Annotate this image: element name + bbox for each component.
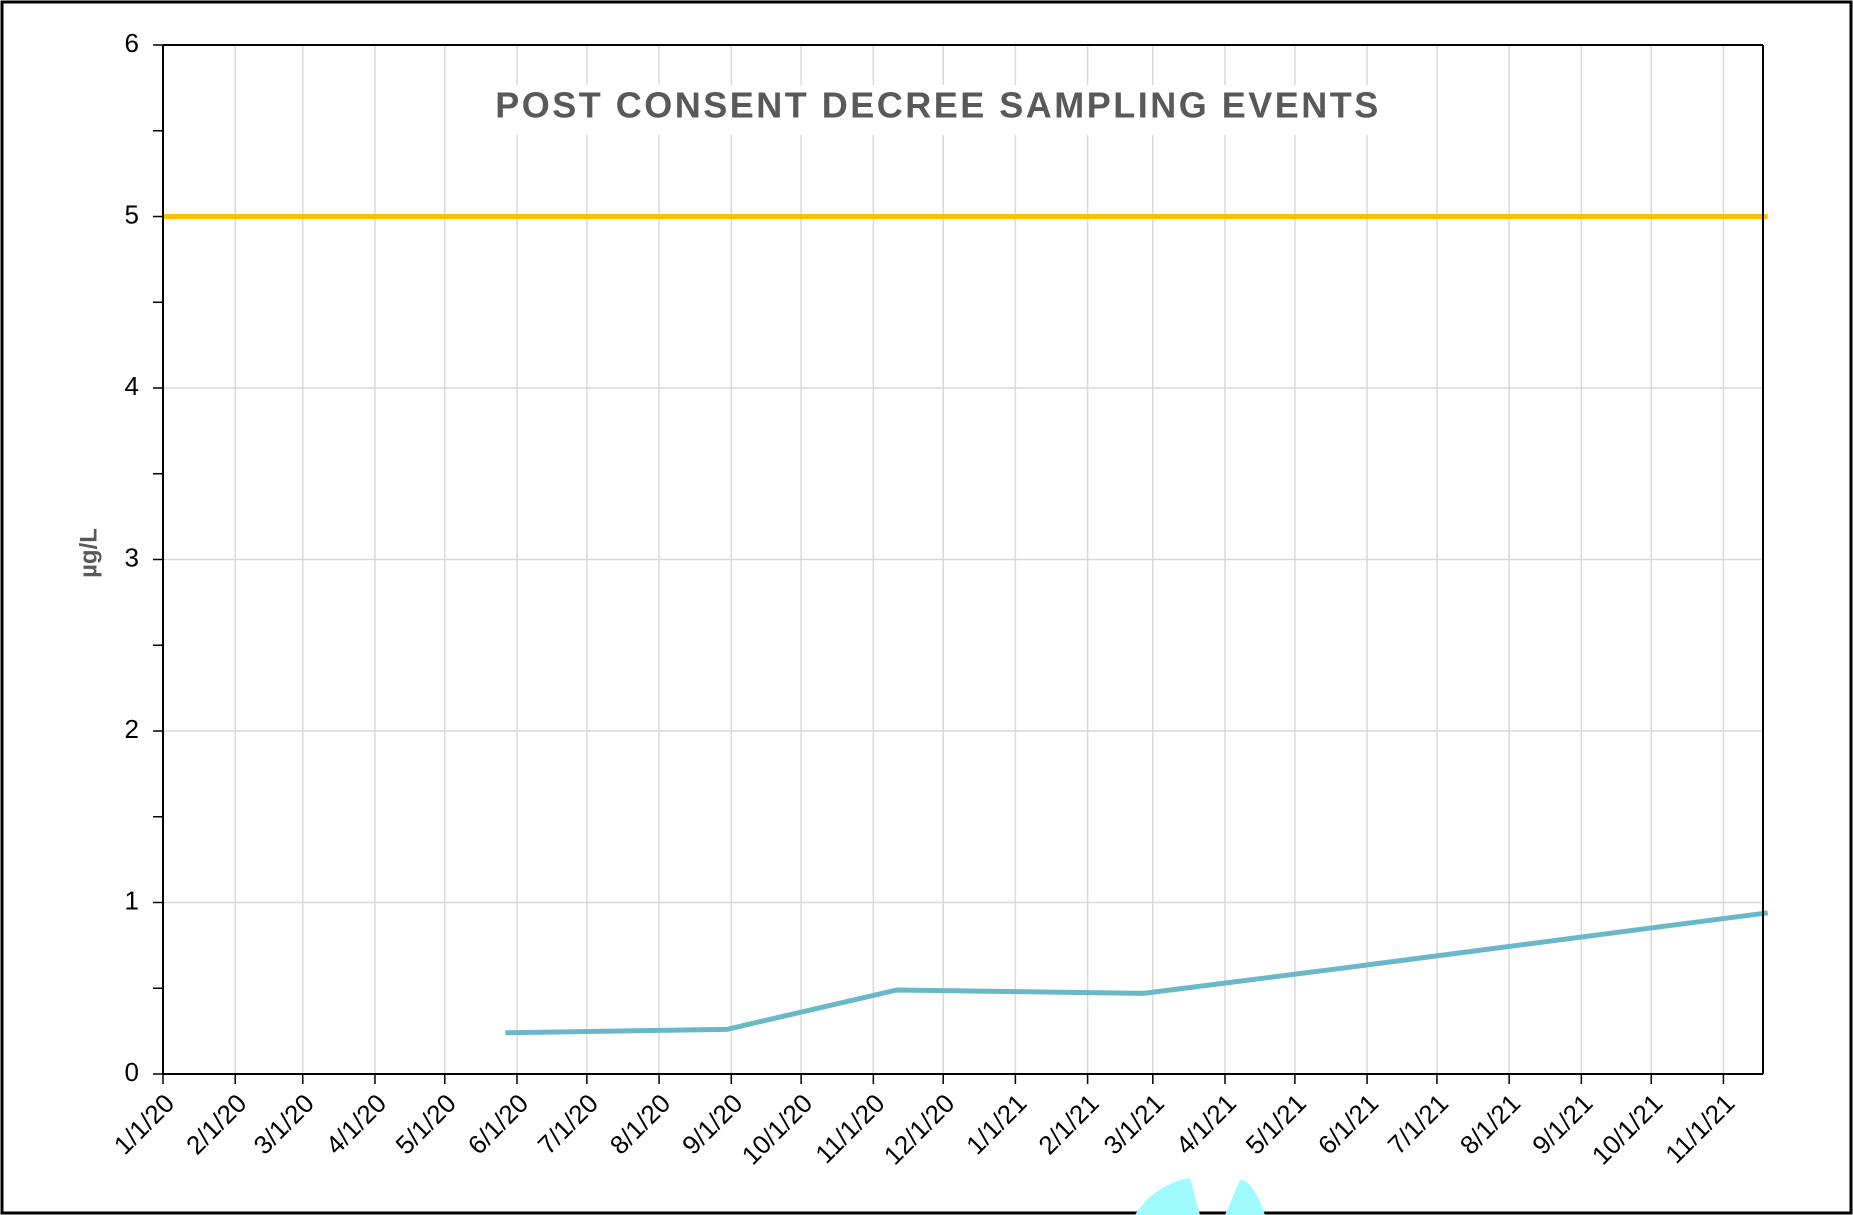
watermark [1135, 1178, 1265, 1215]
y-axis-label: µg/L [75, 528, 102, 578]
y-tick-label: 1 [125, 885, 139, 915]
series-line [505, 910, 1769, 1036]
y-tick-label: 2 [125, 714, 139, 744]
y-tick-label: 4 [125, 371, 139, 401]
y-tick-label: 5 [125, 199, 139, 229]
chart-title: POST CONSENT DECREE SAMPLING EVENTS [495, 85, 1381, 126]
y-tick-label: 0 [125, 1057, 139, 1087]
y-tick-label: 6 [125, 28, 139, 58]
title-background [490, 85, 1380, 135]
marks [163, 214, 1769, 1036]
y-tick-label: 3 [125, 542, 139, 572]
